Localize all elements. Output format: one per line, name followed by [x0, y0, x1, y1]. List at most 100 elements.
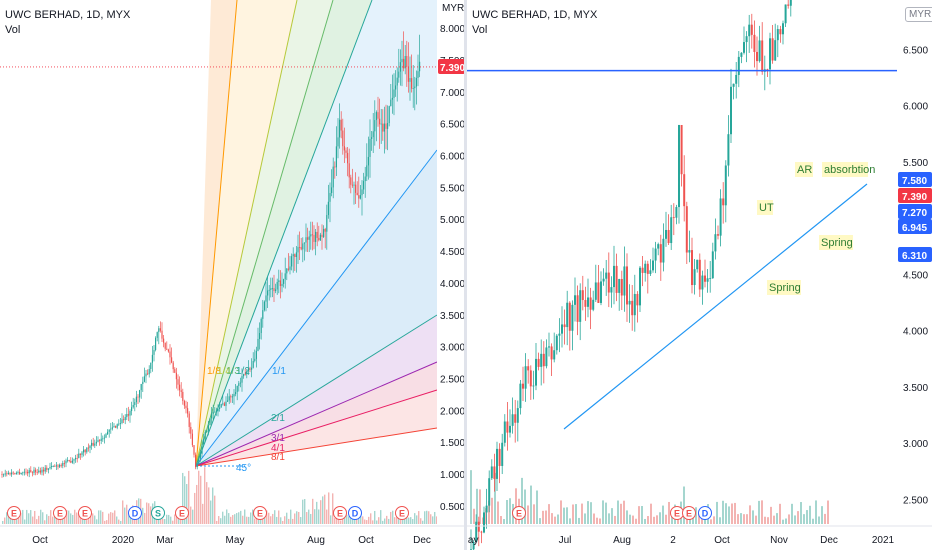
left-volume-bar — [244, 509, 246, 524]
left-candle-body — [334, 166, 336, 168]
left-volume-bar — [232, 515, 234, 524]
left-candle-body — [347, 152, 349, 164]
right-candle-body — [501, 442, 504, 466]
right-chart-canvas[interactable]: UTARabsorbtionSpringSpringEEED10.0009.50… — [467, 0, 932, 550]
right-volume-bar — [764, 516, 766, 524]
left-volume-bar — [220, 518, 222, 524]
left-y-tick-label: 3.500 — [440, 311, 465, 322]
right-volume-bar — [746, 514, 748, 524]
left-candle-body — [371, 137, 373, 139]
left-candle-body — [54, 466, 56, 467]
right-volume-bar — [530, 485, 532, 524]
left-candle-body — [321, 234, 323, 237]
left-candle-body — [286, 268, 288, 274]
right-volume-bar — [620, 503, 622, 524]
right-volume-bar — [473, 508, 475, 524]
right-candle-body — [717, 234, 719, 236]
right-chart-panel[interactable]: UTARabsorbtionSpringSpringEEED10.0009.50… — [467, 0, 932, 550]
left-volume-label: Vol — [5, 24, 21, 36]
left-y-tick-label: 6.000 — [440, 152, 465, 163]
left-candle-body — [195, 454, 197, 468]
left-candle-body — [283, 279, 285, 284]
left-volume-bar — [224, 515, 226, 524]
left-volume-bar — [66, 510, 68, 524]
left-candle-body — [228, 396, 230, 401]
right-candle-body — [498, 448, 501, 466]
right-candle-body — [537, 358, 540, 367]
left-candle-body — [223, 403, 225, 406]
left-candle-body — [385, 123, 387, 129]
left-volume-bar — [408, 517, 410, 524]
right-level-tag-label: 7.390 — [902, 192, 927, 203]
left-candle-body — [209, 418, 211, 426]
right-volume-bar — [647, 516, 649, 524]
left-candle-body — [177, 379, 179, 385]
right-candle-body — [576, 295, 579, 322]
right-volume-bar — [479, 489, 481, 524]
right-volume-bar — [818, 516, 820, 524]
gann-fan-ray — [195, 0, 334, 467]
right-volume-bar — [791, 503, 793, 524]
right-candle-body — [787, 4, 790, 6]
right-candle-body — [701, 275, 704, 290]
left-candle-body — [364, 176, 366, 182]
right-volume-bar — [671, 516, 673, 524]
right-volume-bar — [542, 510, 544, 524]
left-candle-body — [1, 474, 3, 475]
right-volume-bar — [716, 501, 718, 524]
left-candle-body — [185, 405, 187, 409]
right-volume-bar — [800, 502, 802, 524]
left-chart-panel[interactable]: 1/8 1/4 1/3 1/2 1/1 2/1 3/1 4/1 8/1 45° E E E D S E E E D E… — [0, 0, 465, 550]
left-volume-bar — [58, 516, 60, 524]
left-candle-body — [412, 88, 414, 89]
right-candle-body — [571, 304, 574, 331]
left-volume-bar — [316, 501, 318, 524]
annotation-ar-bg — [795, 162, 813, 177]
left-candle-body — [153, 350, 155, 355]
left-x-tick-label: Oct — [358, 535, 374, 546]
left-candle-body — [167, 349, 169, 352]
left-x-tick-label: Dec — [413, 535, 431, 546]
right-candle-body — [480, 531, 483, 533]
right-candle-body — [706, 278, 709, 282]
right-volume-bar — [788, 514, 790, 524]
event-marker — [151, 506, 165, 520]
left-chart-canvas[interactable]: 1/81/41/31/2 1/12/13/14/18/145°E E E D S E E E D E… — [0, 0, 465, 550]
left-volume-bar — [428, 511, 430, 524]
left-candle-body — [307, 237, 309, 240]
right-candle-body — [615, 265, 618, 293]
left-candle-body — [313, 234, 315, 242]
left-volume-bar — [320, 500, 322, 524]
left-volume-bar — [230, 516, 232, 524]
gann-fan-label: 1/2 — [236, 366, 250, 377]
left-volume-bar — [122, 500, 124, 524]
event-marker-label: D — [132, 509, 139, 519]
left-candle-body — [233, 394, 235, 397]
left-candle-body — [315, 231, 317, 242]
right-volume-bar — [560, 500, 562, 524]
left-volume-bar — [30, 510, 32, 524]
right-candle-body — [511, 414, 514, 426]
right-candle-body — [745, 36, 748, 43]
left-volume-bar — [304, 499, 306, 524]
left-candle-body — [3, 474, 5, 476]
right-volume-bar — [509, 498, 511, 524]
panel-divider[interactable] — [464, 0, 467, 550]
left-candle-body — [374, 120, 376, 132]
left-candle-body — [340, 119, 342, 131]
left-candle-body — [356, 192, 358, 196]
left-candle-body — [113, 426, 115, 428]
gann-fan-label: 1/8 — [207, 366, 221, 377]
right-volume-bar — [569, 518, 571, 524]
right-candle-body — [472, 542, 475, 550]
right-volume-bar — [785, 518, 787, 524]
left-candle-body — [299, 247, 301, 248]
gann-fan-label: 8/1 — [271, 452, 285, 463]
left-volume-bar — [102, 511, 104, 524]
right-candle-body — [784, 4, 787, 24]
right-y-tick-label: 5.500 — [903, 158, 928, 169]
right-x-tick-label: Nov — [770, 535, 788, 546]
right-currency-badge[interactable]: MYR — [905, 7, 932, 22]
left-candle-body — [319, 234, 321, 241]
left-volume-bar — [56, 514, 58, 524]
